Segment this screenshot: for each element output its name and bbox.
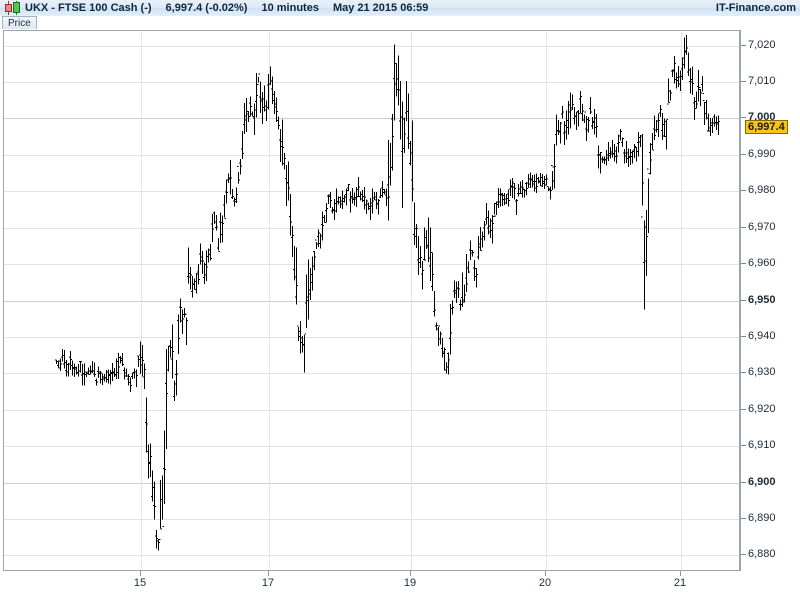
y-axis-label: 6,910 bbox=[748, 439, 776, 451]
y-tick-6960 bbox=[741, 263, 746, 264]
y-tick-6880 bbox=[741, 554, 746, 555]
y-axis[interactable]: 7,020 7,010 7,000 6,990 6,980 6,970 6,960 6,950… bbox=[740, 30, 800, 571]
timestamp: May 21 2015 06:59 bbox=[332, 2, 429, 14]
y-tick-6920 bbox=[741, 409, 746, 410]
y-tick-6980 bbox=[741, 190, 746, 191]
timeframe: 10 minutes bbox=[261, 2, 319, 14]
y-axis-label: 6,930 bbox=[748, 366, 776, 378]
x-axis[interactable]: 15 17 19 20 21 bbox=[3, 571, 740, 600]
y-tick-6950 bbox=[741, 300, 746, 301]
y-axis-label: 6,970 bbox=[748, 221, 776, 233]
tab-strip: Price bbox=[0, 16, 800, 30]
y-axis-label: 6,920 bbox=[748, 403, 776, 415]
x-tick-21 bbox=[680, 571, 681, 576]
x-tick-17 bbox=[268, 571, 269, 576]
gridline-y-7010 bbox=[4, 82, 739, 83]
y-tick-6990 bbox=[741, 154, 746, 155]
gridline-y-6910 bbox=[4, 446, 739, 447]
chart-plot-area[interactable]: © IT-Finance.com bbox=[3, 30, 740, 571]
gridline-y-6930 bbox=[4, 373, 739, 374]
gridline-x-20 bbox=[546, 31, 547, 570]
instrument-symbol: UKX - FTSE 100 Cash (-) bbox=[25, 2, 152, 14]
gridline-y-6990 bbox=[4, 155, 739, 156]
candlestick-icon bbox=[3, 1, 21, 15]
y-tick-7000 bbox=[741, 117, 746, 118]
current-price-tag: 6,997.4 bbox=[745, 120, 788, 134]
y-axis-label: 7,010 bbox=[748, 75, 776, 87]
x-axis-label: 17 bbox=[261, 577, 275, 589]
y-tick-7020 bbox=[741, 45, 746, 46]
gridline-y-6920 bbox=[4, 410, 739, 411]
x-tick-19 bbox=[410, 571, 411, 576]
y-tick-6910 bbox=[741, 445, 746, 446]
x-axis-label: 21 bbox=[673, 577, 687, 589]
x-axis-label: 19 bbox=[403, 577, 417, 589]
y-tick-6940 bbox=[741, 336, 746, 337]
gridline-y-6970 bbox=[4, 228, 739, 229]
gridline-y-6900 bbox=[4, 483, 739, 484]
gridline-y-6880 bbox=[4, 555, 739, 556]
x-axis-label: 15 bbox=[133, 577, 147, 589]
tab-price[interactable]: Price bbox=[2, 16, 37, 29]
y-axis-label: 7,020 bbox=[748, 39, 776, 51]
gridline-x-21 bbox=[681, 31, 682, 570]
y-axis-label: 6,900 bbox=[748, 476, 776, 488]
x-tick-20 bbox=[545, 571, 546, 576]
y-tick-6930 bbox=[741, 372, 746, 373]
y-axis-label: 6,890 bbox=[748, 512, 776, 524]
y-tick-6970 bbox=[741, 227, 746, 228]
y-tick-7010 bbox=[741, 81, 746, 82]
gridline-y-6890 bbox=[4, 519, 739, 520]
gridline-y-7000 bbox=[4, 118, 739, 119]
y-axis-label: 6,940 bbox=[748, 330, 776, 342]
gridline-x-17 bbox=[269, 31, 270, 570]
x-tick-15 bbox=[140, 571, 141, 576]
chart-header: UKX - FTSE 100 Cash (-) 6,997.4 (-0.02%)… bbox=[0, 0, 800, 17]
gridline-y-6960 bbox=[4, 264, 739, 265]
x-axis-label: 20 bbox=[538, 577, 552, 589]
y-axis-label: 6,880 bbox=[748, 548, 776, 560]
gridline-y-7020 bbox=[4, 46, 739, 47]
y-axis-label: 6,990 bbox=[748, 148, 776, 160]
y-tick-6900 bbox=[741, 482, 746, 483]
gridline-x-15 bbox=[141, 31, 142, 570]
price-series bbox=[54, 34, 721, 551]
last-price: 6,997.4 (-0.02%) bbox=[165, 2, 248, 14]
brand-label: IT-Finance.com bbox=[715, 2, 796, 14]
gridline-y-6980 bbox=[4, 191, 739, 192]
y-axis-label: 6,960 bbox=[748, 257, 776, 269]
gridline-y-6940 bbox=[4, 337, 739, 338]
y-axis-label: 6,980 bbox=[748, 184, 776, 196]
gridline-y-6950 bbox=[4, 301, 739, 302]
y-axis-label: 6,950 bbox=[748, 294, 776, 306]
y-tick-6890 bbox=[741, 518, 746, 519]
gridline-x-19 bbox=[411, 31, 412, 570]
